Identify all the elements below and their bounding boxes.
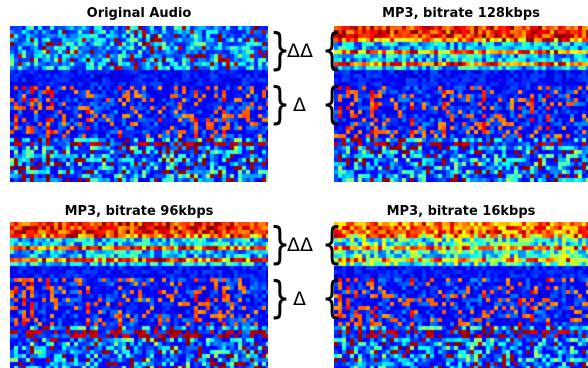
spectrogram-mp3-128kbps [334,26,588,182]
delta-label: Δ [293,94,306,116]
panel-title-128kbps: MP3, bitrate 128kbps [382,6,540,21]
top-lower-annotation: } Δ { [268,78,343,130]
double-delta-label: ΔΔ [287,40,313,62]
left-brace-icon: { [321,272,343,323]
panel-title-original: Original Audio [86,6,192,21]
delta-label: Δ [293,288,306,310]
panel-title-96kbps: MP3, bitrate 96kbps [64,204,214,219]
double-delta-label: ΔΔ [287,234,313,256]
right-brace-icon: } [269,78,291,129]
left-brace-icon: { [321,24,343,75]
bottom-lower-annotation: } Δ { [268,272,343,324]
spectrogram-mp3-16kbps [334,222,588,368]
right-brace-icon: } [269,218,291,269]
right-brace-icon: } [269,272,291,323]
spectrogram-mp3-96kbps [10,222,268,368]
panel-title-16kbps: MP3, bitrate 16kbps [386,204,536,219]
spectrogram-original [10,26,268,182]
top-upper-annotation: } ΔΔ { [268,24,343,76]
left-brace-icon: { [321,218,343,269]
bottom-upper-annotation: } ΔΔ { [268,218,343,270]
left-brace-icon: { [321,78,343,129]
right-brace-icon: } [269,24,291,75]
